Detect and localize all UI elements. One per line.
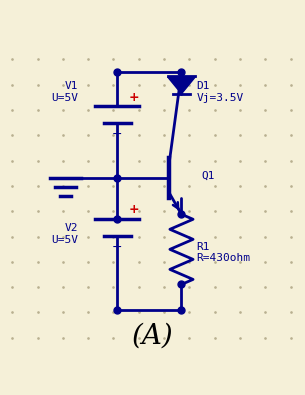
Text: (A): (A) — [132, 323, 173, 350]
Text: +: + — [129, 90, 139, 103]
Polygon shape — [168, 77, 195, 94]
Text: +: + — [129, 203, 139, 216]
Text: −: − — [112, 128, 123, 141]
Text: R1
R=430ohm: R1 R=430ohm — [197, 242, 251, 263]
Text: V1
U=5V: V1 U=5V — [51, 81, 78, 103]
Text: −: − — [112, 241, 123, 254]
Text: Q1: Q1 — [201, 171, 215, 181]
Text: D1
Vj=3.5V: D1 Vj=3.5V — [197, 81, 244, 103]
Text: V2
U=5V: V2 U=5V — [51, 223, 78, 245]
